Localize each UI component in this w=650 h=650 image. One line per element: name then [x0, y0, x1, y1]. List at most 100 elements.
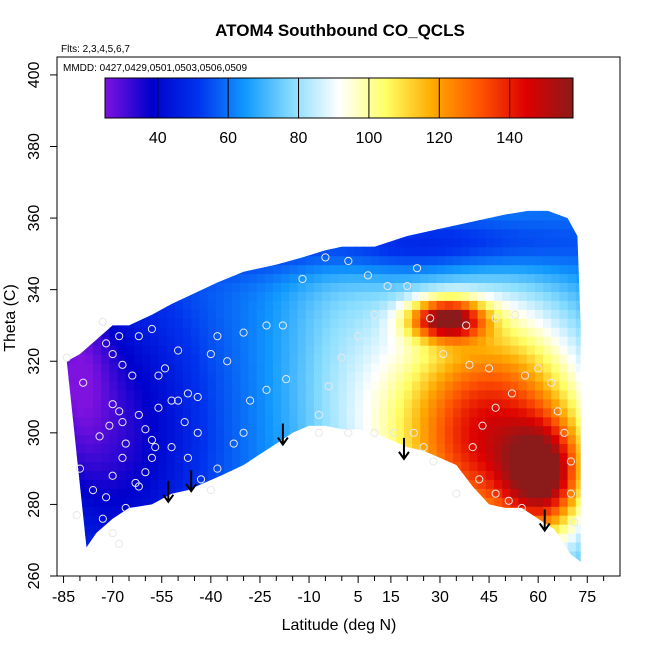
field-cell: [264, 372, 274, 382]
field-cell: [338, 372, 348, 382]
field-cell: [314, 416, 323, 427]
field-cell: [363, 398, 372, 409]
field-cell: [510, 237, 520, 248]
field-cell: [289, 416, 299, 427]
field-cell: [420, 309, 430, 319]
x-tick-label: 75: [578, 589, 596, 606]
field-cell: [494, 345, 503, 355]
field-cell: [248, 524, 258, 534]
field-cell: [314, 488, 323, 498]
field-cell: [240, 434, 250, 445]
field-cell: [575, 506, 581, 516]
field-cell: [76, 416, 86, 427]
field-cell: [174, 550, 184, 561]
field-cell: [534, 380, 544, 391]
field-cell: [117, 524, 127, 534]
field-cell: [526, 219, 536, 230]
field-cell: [76, 461, 86, 471]
field-cell: [477, 497, 487, 507]
field-cell: [575, 542, 581, 552]
field-cell: [289, 273, 299, 283]
field-cell: [264, 398, 274, 409]
field-cell: [510, 282, 520, 292]
field-cell: [420, 515, 430, 525]
field-cell: [395, 327, 405, 337]
field-cell: [289, 318, 299, 328]
field-cell: [534, 550, 544, 561]
field-cell: [346, 336, 356, 346]
field-cell: [215, 542, 225, 552]
field-cell: [125, 327, 135, 337]
field-cell: [436, 497, 446, 507]
field-cell: [125, 425, 135, 436]
observation-point: [412, 264, 422, 273]
field-cell: [526, 264, 536, 275]
field-cell: [297, 300, 307, 310]
field-cell: [223, 461, 233, 471]
field-cell: [428, 488, 438, 498]
field-cell: [338, 210, 348, 212]
field-cell: [502, 443, 511, 454]
field-cell: [256, 336, 266, 346]
field-cell: [223, 434, 233, 445]
field-cell: [338, 363, 348, 373]
field-cell: [453, 452, 462, 462]
field-cell: [371, 416, 380, 427]
field-cell: [461, 398, 470, 409]
field-cell: [444, 452, 454, 462]
field-cell: [387, 228, 397, 239]
observation-point: [363, 271, 373, 280]
field-cell: [461, 515, 470, 525]
field-cell: [150, 479, 160, 489]
field-cell: [534, 363, 544, 373]
field-cell: [485, 291, 495, 301]
field-cell: [494, 210, 503, 221]
field-cell: [133, 372, 143, 382]
field-cell: [281, 452, 290, 462]
field-cell: [387, 389, 397, 400]
field-cell: [387, 309, 397, 319]
field-cell: [567, 291, 577, 301]
observation-point: [570, 518, 579, 527]
field-cell: [420, 434, 430, 445]
field-cell: [191, 327, 200, 337]
field-cell: [273, 273, 282, 283]
field-cell: [371, 300, 380, 310]
field-cell: [232, 416, 241, 427]
observation-point: [298, 274, 307, 284]
field-cell: [232, 219, 241, 230]
field-cell: [125, 389, 135, 400]
field-cell: [166, 488, 176, 498]
field-cell: [543, 497, 552, 507]
field-cell: [371, 210, 380, 212]
field-cell: [371, 506, 380, 516]
observation-point: [566, 489, 576, 498]
field-cell: [322, 550, 331, 561]
field-cell: [125, 291, 135, 301]
field-cell: [297, 559, 307, 562]
field-cell: [297, 533, 307, 543]
field-cell: [150, 461, 160, 471]
field-cell: [125, 497, 135, 507]
field-cell: [477, 291, 487, 301]
field-cell: [289, 336, 299, 346]
observation-point: [206, 485, 215, 495]
field-cell: [183, 210, 192, 221]
field-cell: [256, 443, 266, 454]
field-cell: [207, 255, 217, 266]
field-cell: [354, 246, 364, 257]
field-cell: [305, 461, 315, 471]
field-cell: [68, 246, 78, 257]
field-cell: [101, 443, 110, 454]
field-cell: [273, 246, 282, 257]
field-cell: [469, 550, 479, 561]
field-cell: [297, 425, 307, 436]
field-cell: [158, 237, 168, 248]
field-cell: [346, 282, 356, 292]
field-cell: [363, 318, 372, 328]
field-cell: [125, 443, 135, 454]
field-cell: [117, 488, 127, 498]
field-cell: [207, 210, 217, 221]
field-cell: [66, 524, 70, 534]
field-cell: [232, 210, 241, 212]
